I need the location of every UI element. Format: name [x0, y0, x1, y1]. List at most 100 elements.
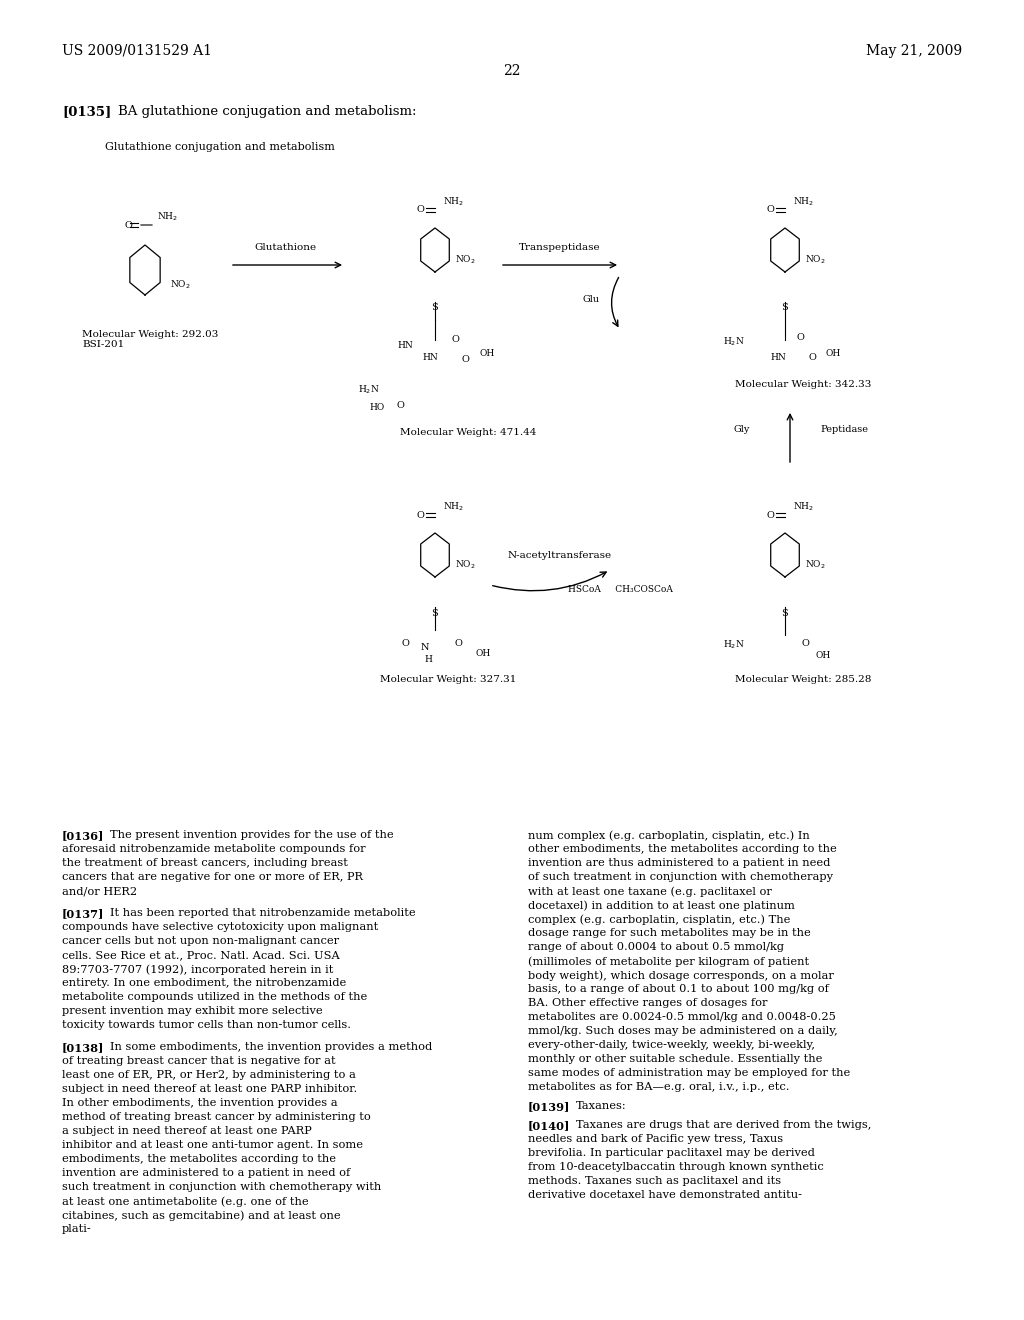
Text: Glutathione conjugation and metabolism: Glutathione conjugation and metabolism: [105, 143, 335, 152]
Text: of such treatment in conjunction with chemotherapy: of such treatment in conjunction with ch…: [528, 873, 833, 882]
Text: from 10-deacetylbaccatin through known synthetic: from 10-deacetylbaccatin through known s…: [528, 1162, 823, 1172]
Text: entirety. In one embodiment, the nitrobenzamide: entirety. In one embodiment, the nitrobe…: [62, 978, 346, 987]
Text: Molecular Weight: 342.33: Molecular Weight: 342.33: [735, 380, 871, 389]
Text: least one of ER, PR, or Her2, by administering to a: least one of ER, PR, or Her2, by adminis…: [62, 1071, 356, 1080]
Text: methods. Taxanes such as paclitaxel and its: methods. Taxanes such as paclitaxel and …: [528, 1176, 781, 1185]
Text: body weight), which dosage corresponds, on a molar: body weight), which dosage corresponds, …: [528, 970, 834, 981]
Text: Taxanes:: Taxanes:: [575, 1101, 627, 1111]
Text: brevifolia. In particular paclitaxel may be derived: brevifolia. In particular paclitaxel may…: [528, 1148, 815, 1158]
Text: needles and bark of Pacific yew tress, Taxus: needles and bark of Pacific yew tress, T…: [528, 1134, 783, 1144]
Text: NO$_2$: NO$_2$: [455, 253, 476, 267]
Text: N: N: [421, 644, 429, 652]
Text: HN: HN: [770, 354, 785, 363]
Text: BA glutathione conjugation and metabolism:: BA glutathione conjugation and metabolis…: [118, 106, 417, 117]
Text: cancer cells but not upon non-malignant cancer: cancer cells but not upon non-malignant …: [62, 936, 339, 946]
Text: metabolites as for BA—e.g. oral, i.v., i.p., etc.: metabolites as for BA—e.g. oral, i.v., i…: [528, 1082, 790, 1092]
Text: HO: HO: [370, 404, 385, 412]
Text: Molecular Weight: 292.03
BSI-201: Molecular Weight: 292.03 BSI-201: [82, 330, 218, 350]
Text: Molecular Weight: 327.31: Molecular Weight: 327.31: [380, 675, 516, 684]
Text: at least one antimetabolite (e.g. one of the: at least one antimetabolite (e.g. one of…: [62, 1196, 308, 1206]
Text: metabolite compounds utilized in the methods of the: metabolite compounds utilized in the met…: [62, 993, 368, 1002]
Text: O: O: [396, 400, 403, 409]
Text: mmol/kg. Such doses may be administered on a daily,: mmol/kg. Such doses may be administered …: [528, 1026, 838, 1036]
Text: S: S: [781, 304, 788, 313]
Text: [0139]: [0139]: [528, 1101, 570, 1111]
Text: OH: OH: [825, 348, 841, 358]
Text: O: O: [416, 206, 424, 214]
Text: H$_2$N: H$_2$N: [358, 384, 380, 396]
Text: subject in need thereof at least one PARP inhibitor.: subject in need thereof at least one PAR…: [62, 1084, 357, 1094]
Text: plati-: plati-: [62, 1224, 92, 1234]
Text: citabines, such as gemcitabine) and at least one: citabines, such as gemcitabine) and at l…: [62, 1210, 341, 1221]
Text: embodiments, the metabolites according to the: embodiments, the metabolites according t…: [62, 1154, 336, 1164]
Text: OH: OH: [475, 648, 490, 657]
Text: O: O: [796, 334, 804, 342]
Text: Glutathione: Glutathione: [254, 243, 316, 252]
Text: same modes of administration may be employed for the: same modes of administration may be empl…: [528, 1068, 850, 1078]
Text: OH: OH: [480, 348, 496, 358]
Text: NO$_2$: NO$_2$: [805, 253, 825, 267]
Text: O: O: [124, 220, 132, 230]
Text: NH$_2$: NH$_2$: [157, 211, 178, 223]
Text: Molecular Weight: 285.28: Molecular Weight: 285.28: [735, 675, 871, 684]
Text: invention are administered to a patient in need of: invention are administered to a patient …: [62, 1168, 350, 1177]
Text: US 2009/0131529 A1: US 2009/0131529 A1: [62, 44, 212, 58]
Text: S: S: [781, 609, 788, 618]
Text: NO$_2$: NO$_2$: [455, 558, 476, 572]
Text: dosage range for such metabolites may be in the: dosage range for such metabolites may be…: [528, 928, 811, 939]
Text: O: O: [401, 639, 409, 648]
Text: H: H: [424, 655, 432, 664]
Text: cancers that are negative for one or more of ER, PR: cancers that are negative for one or mor…: [62, 873, 362, 882]
Text: cells. See Rice et at., Proc. Natl. Acad. Sci. USA: cells. See Rice et at., Proc. Natl. Acad…: [62, 950, 340, 960]
Text: H$_2$N: H$_2$N: [723, 335, 745, 348]
Text: The present invention provides for the use of the: The present invention provides for the u…: [110, 830, 393, 840]
Text: HN: HN: [397, 341, 413, 350]
Text: NO$_2$: NO$_2$: [170, 279, 190, 292]
Text: 22: 22: [503, 63, 521, 78]
Text: method of treating breast cancer by administering to: method of treating breast cancer by admi…: [62, 1111, 371, 1122]
Text: NH$_2$: NH$_2$: [793, 500, 814, 513]
Text: HSCoA     CH₃COSCoA: HSCoA CH₃COSCoA: [567, 586, 673, 594]
Text: O: O: [461, 355, 469, 364]
Text: Transpeptidase: Transpeptidase: [519, 243, 601, 252]
Text: N-acetyltransferase: N-acetyltransferase: [508, 550, 612, 560]
Text: O: O: [451, 335, 459, 345]
Text: O: O: [801, 639, 809, 648]
Text: basis, to a range of about 0.1 to about 100 mg/kg of: basis, to a range of about 0.1 to about …: [528, 983, 828, 994]
Text: the treatment of breast cancers, including breast: the treatment of breast cancers, includi…: [62, 858, 348, 869]
Text: In some embodiments, the invention provides a method: In some embodiments, the invention provi…: [110, 1041, 432, 1052]
Text: O: O: [416, 511, 424, 520]
Text: O: O: [766, 511, 774, 520]
Text: toxicity towards tumor cells than non-tumor cells.: toxicity towards tumor cells than non-tu…: [62, 1020, 351, 1030]
Text: (millimoles of metabolite per kilogram of patient: (millimoles of metabolite per kilogram o…: [528, 956, 809, 966]
Text: num complex (e.g. carboplatin, cisplatin, etc.) In: num complex (e.g. carboplatin, cisplatin…: [528, 830, 810, 841]
Text: compounds have selective cytotoxicity upon malignant: compounds have selective cytotoxicity up…: [62, 921, 378, 932]
Text: docetaxel) in addition to at least one platinum: docetaxel) in addition to at least one p…: [528, 900, 795, 911]
Text: Molecular Weight: 471.44: Molecular Weight: 471.44: [400, 428, 537, 437]
Text: NO$_2$: NO$_2$: [805, 558, 825, 572]
Text: complex (e.g. carboplatin, cisplatin, etc.) The: complex (e.g. carboplatin, cisplatin, et…: [528, 913, 791, 924]
Text: O: O: [766, 206, 774, 214]
Text: invention are thus administered to a patient in need: invention are thus administered to a pat…: [528, 858, 830, 869]
Text: H$_2$N: H$_2$N: [723, 639, 745, 651]
Text: BA. Other effective ranges of dosages for: BA. Other effective ranges of dosages fo…: [528, 998, 768, 1008]
Text: Taxanes are drugs that are derived from the twigs,: Taxanes are drugs that are derived from …: [575, 1119, 871, 1130]
Text: [0140]: [0140]: [528, 1119, 570, 1131]
Text: other embodiments, the metabolites according to the: other embodiments, the metabolites accor…: [528, 843, 837, 854]
Text: S: S: [432, 609, 438, 618]
Text: It has been reported that nitrobenzamide metabolite: It has been reported that nitrobenzamide…: [110, 908, 416, 917]
Text: metabolites are 0.0024-0.5 mmol/kg and 0.0048-0.25: metabolites are 0.0024-0.5 mmol/kg and 0…: [528, 1012, 836, 1022]
Text: NH$_2$: NH$_2$: [443, 500, 464, 513]
Text: NH$_2$: NH$_2$: [793, 195, 814, 209]
Text: derivative docetaxel have demonstrated antitu-: derivative docetaxel have demonstrated a…: [528, 1191, 802, 1200]
Text: and/or HER2: and/or HER2: [62, 886, 137, 896]
Text: O: O: [454, 639, 462, 648]
Text: such treatment in conjunction with chemotherapy with: such treatment in conjunction with chemo…: [62, 1181, 381, 1192]
Text: Peptidase: Peptidase: [820, 425, 868, 434]
Text: NH$_2$: NH$_2$: [443, 195, 464, 209]
Text: Glu: Glu: [583, 296, 600, 305]
Text: May 21, 2009: May 21, 2009: [866, 44, 962, 58]
Text: In other embodiments, the invention provides a: In other embodiments, the invention prov…: [62, 1098, 338, 1107]
Text: monthly or other suitable schedule. Essentially the: monthly or other suitable schedule. Esse…: [528, 1053, 822, 1064]
Text: Gly: Gly: [733, 425, 750, 434]
